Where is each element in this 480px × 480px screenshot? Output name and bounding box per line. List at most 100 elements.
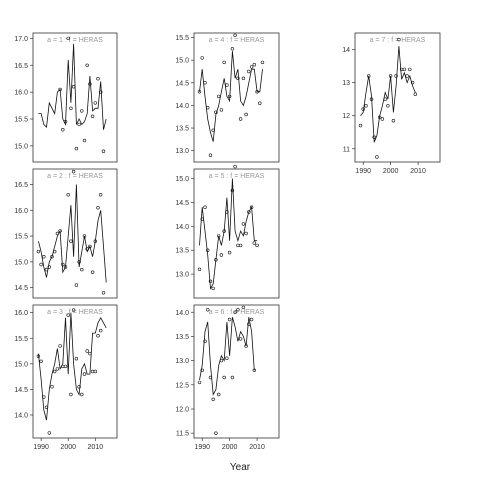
data-point [227,94,232,99]
data-point [82,234,87,238]
data-point [66,193,70,197]
y-tick-label: 13 [342,80,350,87]
y-tick-label: 15.0 [14,143,28,150]
y-tick-label: 17.0 [14,36,28,43]
x-tick-label: 2000 [60,444,76,451]
panel-5: a = 5 : f = HERAS 13.0 13.5 14.0 14.5 15.0 [175,164,280,299]
data-point [36,354,41,358]
data-point [55,231,60,236]
data-point [244,112,248,117]
y-tick-label: 15.0 [175,176,189,183]
data-point [71,84,76,89]
data-point [44,405,49,409]
fit-line [38,43,107,130]
y-tick-label: 15.5 [14,234,28,241]
data-point [367,74,371,78]
panel-frame [32,304,118,439]
data-point [217,392,221,397]
data-point [82,372,87,376]
panel-frame [32,168,118,299]
data-point [380,117,385,121]
x-tick-label: 2000 [383,168,399,175]
data-point [200,368,204,372]
data-point [249,65,254,69]
data-point [200,217,204,221]
data-point [61,128,65,132]
data-point [236,308,240,312]
y-tick-label: 15.5 [14,117,28,124]
data-point [69,239,73,243]
data-point [98,193,103,197]
data-point [47,265,51,269]
data-point [77,122,81,127]
panel-6: a = 6 : f = HERAS11.512.012.513.013.514.… [175,304,280,451]
data-point [71,169,76,174]
data-point [74,283,79,287]
panel-1: a = 1 : f = HERAS 15.0 15.5 16.0 16.5 17.0 [14,32,118,163]
data-point [413,92,417,96]
panel-frame [354,32,441,163]
data-point [90,114,95,119]
y-tick-label: 15.0 [14,259,28,266]
data-point [410,80,415,85]
y-tick-label: 14.5 [14,285,28,292]
data-point [222,229,226,233]
y-tick-label: 14.5 [14,387,28,394]
panel-frame [193,32,280,163]
data-point [247,69,251,74]
data-point [90,270,95,274]
data-point [50,255,54,259]
data-point [375,155,379,159]
data-point [217,234,221,238]
data-point [372,135,376,139]
data-point [233,164,237,169]
y-tick-label: 14 [342,47,350,54]
data-point [230,47,235,51]
data-point [227,250,232,255]
y-tick-label: 12 [342,113,350,120]
panel-strip-label: a = 1 : f = HERAS [47,37,103,44]
data-point [61,262,65,267]
data-point [88,351,92,356]
data-point [58,229,62,233]
y-tick-label: 12.0 [175,406,189,413]
data-point [98,90,103,94]
data-point [241,222,246,226]
data-point [219,358,224,363]
data-point [369,97,374,101]
y-tick-label: 13.5 [175,126,189,133]
data-point [388,74,393,78]
panel-4: a = 4 : f = HERAS 13.0 13.5 14.0 14.5 15.0 15.… [175,32,280,163]
data-point [233,310,237,314]
data-point [252,241,257,245]
data-point [63,119,68,124]
data-point [96,334,100,338]
y-tick-label: 14.0 [175,224,189,231]
data-point [101,149,106,153]
data-point [361,107,365,111]
data-point [208,153,213,157]
data-point [90,369,95,374]
data-point [101,291,106,295]
data-point [63,265,68,269]
data-point [47,431,51,435]
data-point [244,344,248,348]
panel-strip-label: a = 4 : f = HERAS [209,37,265,44]
data-point [219,253,224,257]
data-point [71,308,76,312]
data-point [66,36,70,41]
data-point [230,188,235,193]
data-point [69,106,73,111]
y-tick-label: 14.5 [175,200,189,207]
data-point [206,105,210,110]
data-point [236,243,240,248]
data-point [203,81,207,85]
x-tick-label: 2010 [88,444,104,451]
data-point [93,101,98,105]
data-point [208,279,213,283]
data-point [52,249,57,254]
data-point [383,97,387,101]
data-point [58,344,62,348]
y-tick-label: 13.5 [175,248,189,255]
